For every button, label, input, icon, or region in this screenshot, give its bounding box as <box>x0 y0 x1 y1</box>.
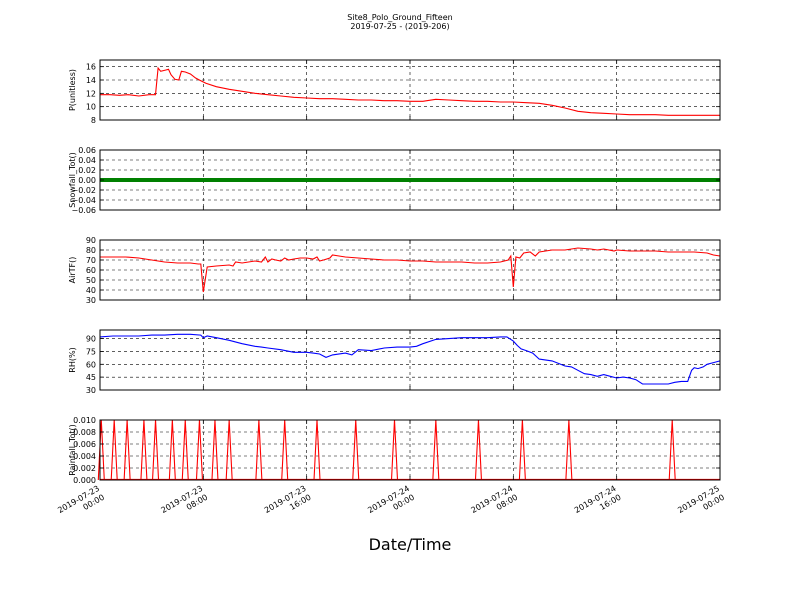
y-tick-label: 0.002 <box>73 464 96 473</box>
rainfall-spike <box>123 419 131 481</box>
y-tick-label: 60 <box>86 266 96 275</box>
series-line <box>100 247 721 293</box>
y-axis-label: P(unitless) <box>68 69 77 111</box>
x-tick-label: 2019-07-2416:00 <box>573 484 623 524</box>
series-line <box>99 333 721 385</box>
y-tick-label: 70 <box>86 256 96 265</box>
panel-2: −0.06−0.04−0.020.000.020.040.06Snowfall_… <box>68 146 721 215</box>
y-tick-label: 8 <box>91 116 96 125</box>
panel-5: 0.000 0.002 0.004 0.006 0.008 0.010Rainfall_T… <box>68 416 721 485</box>
panels: 810121416P(unitless)−0.06−0.04−0.020.000… <box>68 59 721 485</box>
rainfall-spike <box>151 419 160 481</box>
rainfall-spike <box>281 419 289 481</box>
y-tick-label: 12 <box>86 89 96 98</box>
x-axis-label: Date/Time <box>369 535 452 554</box>
y-tick-label: 50 <box>86 276 96 285</box>
x-tick-label: 2019-07-2308:00 <box>160 484 210 524</box>
rainfall-spike <box>255 419 263 481</box>
y-axis-label: AirTF() <box>68 257 77 284</box>
y-tick-label: 0.000 <box>73 476 96 485</box>
y-tick-label: −0.06 <box>71 206 96 215</box>
y-tick-label: 80 <box>86 246 96 255</box>
y-tick-label: 0.008 <box>73 428 96 437</box>
rainfall-spike <box>195 419 204 481</box>
x-tick-label: 2019-07-2408:00 <box>470 484 520 524</box>
y-axis-label: RH(%) <box>68 347 77 372</box>
y-tick-label: 90 <box>86 236 96 245</box>
y-tick-label: 0.04 <box>78 156 96 165</box>
y-tick-label: 40 <box>86 286 96 295</box>
rainfall-spike <box>225 419 233 481</box>
panel-1: 8 10 12 14 16 P(unitless) <box>68 59 721 125</box>
y-tick-label: 14 <box>86 76 96 85</box>
rainfall-spike <box>211 419 219 481</box>
y-axis-label: Snowfall_Tot() <box>68 152 77 208</box>
panel-4: 30 45 60 75 90 RH(%) <box>68 329 721 395</box>
y-tick-label: 30 <box>86 296 96 305</box>
series-line <box>100 66 720 116</box>
rainfall-spike <box>518 419 526 481</box>
x-tick-label: 2019-07-2400:00 <box>366 484 416 524</box>
rainfall-spike <box>474 419 483 481</box>
y-tick-label: −0.04 <box>71 196 96 205</box>
rainfall-spike <box>565 419 573 481</box>
rainfall-spike <box>97 419 105 481</box>
chart-subtitle: 2019-07-25 - (2019-206) <box>350 22 449 31</box>
y-tick-label: 0.06 <box>78 146 96 155</box>
chart-title: Site8_Polo_Ground_Fifteen <box>347 13 452 22</box>
y-tick-label: 60 <box>86 360 96 369</box>
y-tick-label: 75 <box>86 347 96 356</box>
x-tick-label: 2019-07-2316:00 <box>263 484 313 524</box>
rainfall-spike <box>668 419 676 481</box>
rainfall-spike <box>168 419 176 481</box>
rainfall-spike <box>313 419 321 481</box>
rainfall-spike <box>110 419 118 481</box>
y-tick-label: 90 <box>86 335 96 344</box>
y-tick-label: 0.02 <box>78 166 96 175</box>
rainfall-spike <box>181 419 189 481</box>
rainfall-spike <box>140 419 148 481</box>
x-tick-label: 2019-07-2300:00 <box>56 484 106 524</box>
y-tick-label: 45 <box>86 373 96 382</box>
x-tick-label: 2019-07-2500:00 <box>676 484 726 524</box>
rainfall-spike <box>432 419 440 481</box>
rainfall-spike <box>352 419 360 481</box>
y-tick-label: −0.02 <box>71 186 96 195</box>
y-tick-label: 16 <box>86 63 96 72</box>
y-tick-label: 0.010 <box>73 416 96 425</box>
x-tick-labels: 2019-07-2300:00 2019-07-2308:00 2019-07-23… <box>56 484 726 524</box>
y-tick-label: 30 <box>86 386 96 395</box>
y-tick-label: 0.006 <box>73 440 96 449</box>
y-axis-label: Rainfall_Tot() <box>68 424 77 476</box>
y-tick-label: 0.004 <box>73 452 96 461</box>
rainfall-spike <box>390 419 399 481</box>
y-tick-label: 10 <box>86 103 96 112</box>
y-tick-label: 0.00 <box>78 176 96 185</box>
